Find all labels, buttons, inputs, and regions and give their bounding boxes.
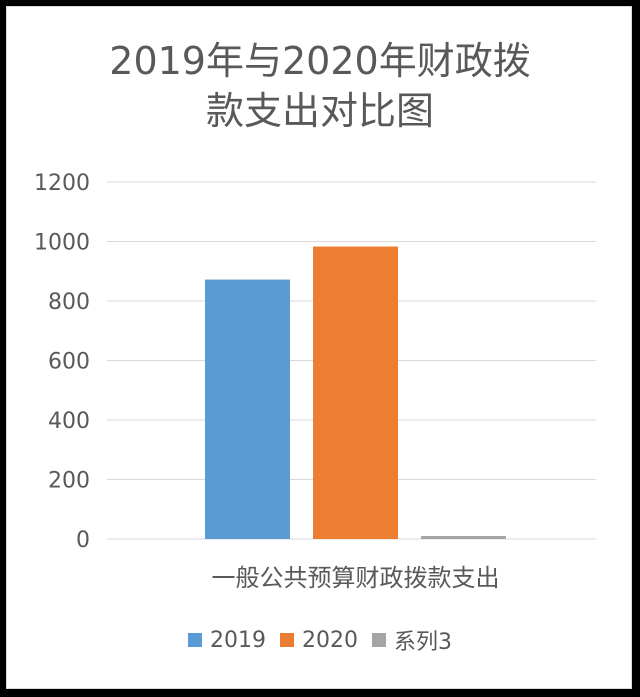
chart-title: 2019年与2020年财政拨 款支出对比图 [0,36,640,136]
y-axis-tick-labels: 0 200 400 600 800 1000 1200 [34,171,90,553]
chart-title-line-1: 2019年与2020年财政拨 [109,39,531,83]
x-axis-category-labels: 一般公共预算财政拨款支出 [212,564,500,592]
legend-swatch-2019 [188,633,202,647]
y-tick-label: 400 [48,409,90,434]
x-category-label: 一般公共预算财政拨款支出 [212,564,500,592]
bar-2020 [313,246,398,539]
legend: 2019 2020 系列3 [0,624,640,656]
legend-label-2020: 2020 [302,627,358,653]
y-tick-label: 800 [48,290,90,315]
legend-swatch-2020 [280,633,294,647]
y-tick-label: 0 [76,528,90,553]
bars [205,246,506,539]
legend-item-2019: 2019 [188,628,266,653]
chart-title-line-2: 款支出对比图 [205,89,434,133]
legend-item-series3: 系列3 [372,624,452,656]
legend-swatch-series3 [372,633,386,647]
legend-label-2019: 2019 [210,627,266,653]
legend-item-2020: 2020 [280,628,358,653]
y-tick-label: 600 [48,350,90,375]
y-tick-label: 200 [48,469,90,494]
y-tick-label: 1000 [34,231,90,256]
bar-2019 [205,279,290,539]
legend-label-series3: 系列3 [394,630,452,655]
y-tick-label: 1200 [34,171,90,196]
bar-系列3 [421,536,506,539]
